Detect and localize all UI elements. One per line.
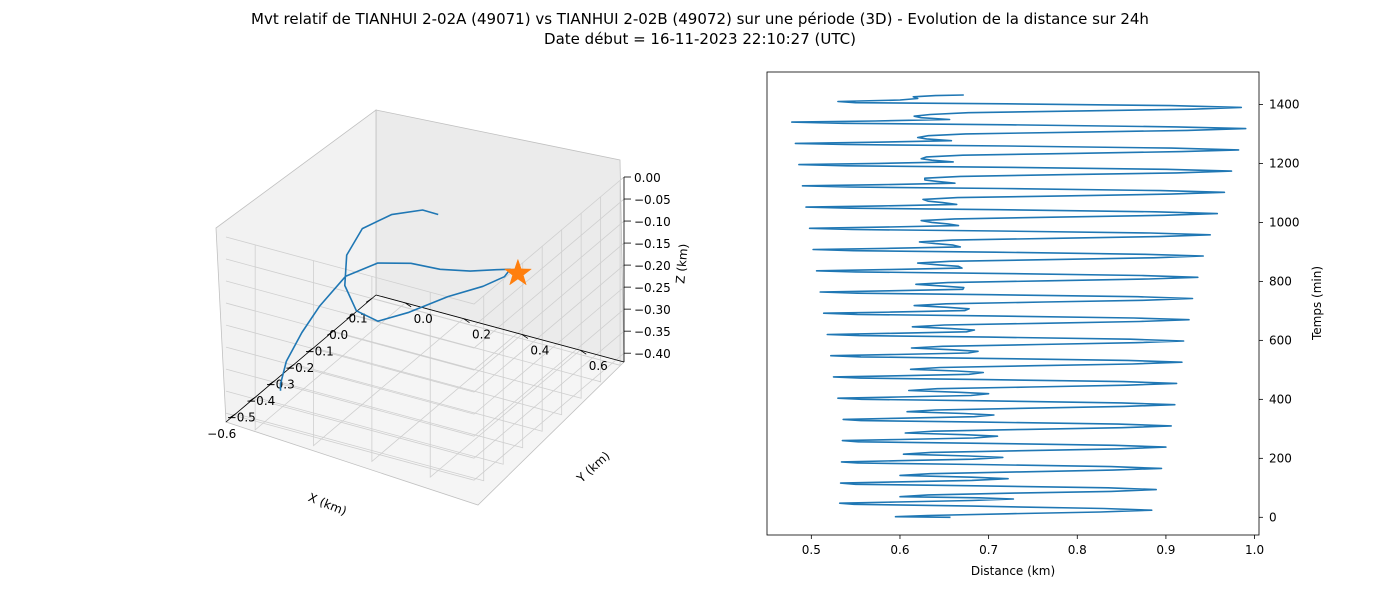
y-axis-label-3d: Y (km) — [573, 449, 612, 486]
grid-line-x — [274, 262, 524, 449]
grid-line-y — [371, 276, 523, 463]
grid-line-z — [225, 308, 625, 437]
grid-line-z — [225, 264, 625, 393]
grid-line-x — [294, 246, 543, 432]
x-tick-label: 1.0 — [1245, 543, 1264, 557]
figure-title-line2: Date début = 16-11-2023 22:10:27 (UTC) — [544, 30, 856, 48]
z-tick-label: −0.15 — [634, 237, 671, 251]
grid-line-x — [333, 213, 582, 399]
x-tick-label: 0.8 — [1068, 543, 1087, 557]
grid-line-z — [225, 286, 625, 415]
y-tick-label: 800 — [1269, 274, 1292, 288]
z-tick-label: −0.20 — [634, 259, 671, 273]
x-axis-label-2d: Distance (km) — [971, 564, 1055, 578]
trajectory-3d-line — [279, 209, 512, 391]
origin-star-marker — [503, 258, 533, 286]
grid-line-x — [313, 229, 563, 416]
x-tick-label: 0.9 — [1156, 543, 1175, 557]
z-tick-label: −0.35 — [634, 325, 671, 339]
y-tick-label: 0 — [1269, 510, 1277, 524]
x-tick-label: 0.6 — [890, 543, 909, 557]
x-tick-label: 0.1 — [349, 311, 368, 325]
axes-2d: 0.5 0.6 0.7 0.8 0.9 1.0 0 200 400 600 800 1000 1200 1… — [766, 71, 1324, 578]
figure-title-line1: Mvt relatif de TIANHUI 2-02A (49071) vs … — [251, 10, 1149, 28]
y-tick-label: 200 — [1269, 451, 1292, 465]
grid-line-z — [225, 330, 625, 459]
trajectory-3d — [279, 209, 512, 391]
x-tick-label: 0.5 — [802, 543, 821, 557]
distance-line — [790, 94, 1247, 519]
grid-line-z — [225, 176, 625, 305]
z-tick-label: −0.25 — [634, 281, 671, 295]
y-tick-label: 1000 — [1269, 215, 1300, 229]
z-tick-label: −0.10 — [634, 215, 671, 229]
y-tick-label: 600 — [1269, 333, 1292, 347]
y-tick-label: 0.2 — [472, 328, 491, 342]
x-tick-label: 0.7 — [979, 543, 998, 557]
grid-line-z — [225, 352, 625, 481]
grid-line-z — [225, 198, 625, 327]
x-tick-label: −0.4 — [246, 394, 275, 408]
z-tick-label: −0.40 — [634, 347, 671, 361]
grid-line-z — [225, 242, 625, 371]
z-tick-label: −0.05 — [634, 193, 671, 207]
x-tick-label: −0.5 — [227, 410, 256, 424]
y-tick-label: 400 — [1269, 392, 1292, 406]
grid-line-x — [255, 279, 504, 465]
star-marker — [503, 258, 533, 286]
grid-line-y — [254, 244, 406, 431]
grid-line-x — [235, 295, 485, 482]
y-tick-label: 0.6 — [589, 359, 608, 373]
y-tick-label: 1200 — [1269, 156, 1300, 170]
x-tick-label: −0.1 — [305, 344, 334, 358]
distance-series — [790, 94, 1247, 519]
y-axis-line — [375, 294, 625, 363]
grid-line-z — [225, 220, 625, 349]
plot-frame — [766, 71, 1260, 536]
x-tick-label: −0.2 — [285, 361, 314, 375]
x-axis-label-3d: X (km) — [306, 490, 348, 518]
z-axis-label-3d: Z (km) — [673, 243, 690, 284]
grid-line-y — [313, 260, 464, 447]
axes-3d-ticks: −0.6−0.5−0.4−0.3−0.2−0.10.00.1 0.00.20.40… — [207, 171, 671, 441]
y-tick-label: 0.4 — [530, 343, 549, 357]
grid-3d — [225, 176, 625, 482]
z-tick-label: −0.30 — [634, 303, 671, 317]
x-axis-line — [225, 294, 377, 423]
y-tick-label: 1400 — [1269, 97, 1300, 111]
x-tick-label: 0.0 — [329, 328, 348, 342]
grid-line-y — [429, 292, 581, 479]
axes-3d: −0.6−0.5−0.4−0.3−0.2−0.10.00.1 0.00.20.40… — [207, 109, 691, 518]
axes-2d-ticks: 0.5 0.6 0.7 0.8 0.9 1.0 0 200 400 600 800 1000 1200 1… — [802, 97, 1300, 557]
y-tick-label: 0.0 — [414, 312, 433, 326]
y-axis-label-2d: Temps (min) — [1310, 266, 1324, 341]
z-tick-label: 0.00 — [634, 171, 661, 185]
x-tick-label: −0.6 — [207, 427, 236, 441]
grid-line-x — [352, 196, 602, 383]
